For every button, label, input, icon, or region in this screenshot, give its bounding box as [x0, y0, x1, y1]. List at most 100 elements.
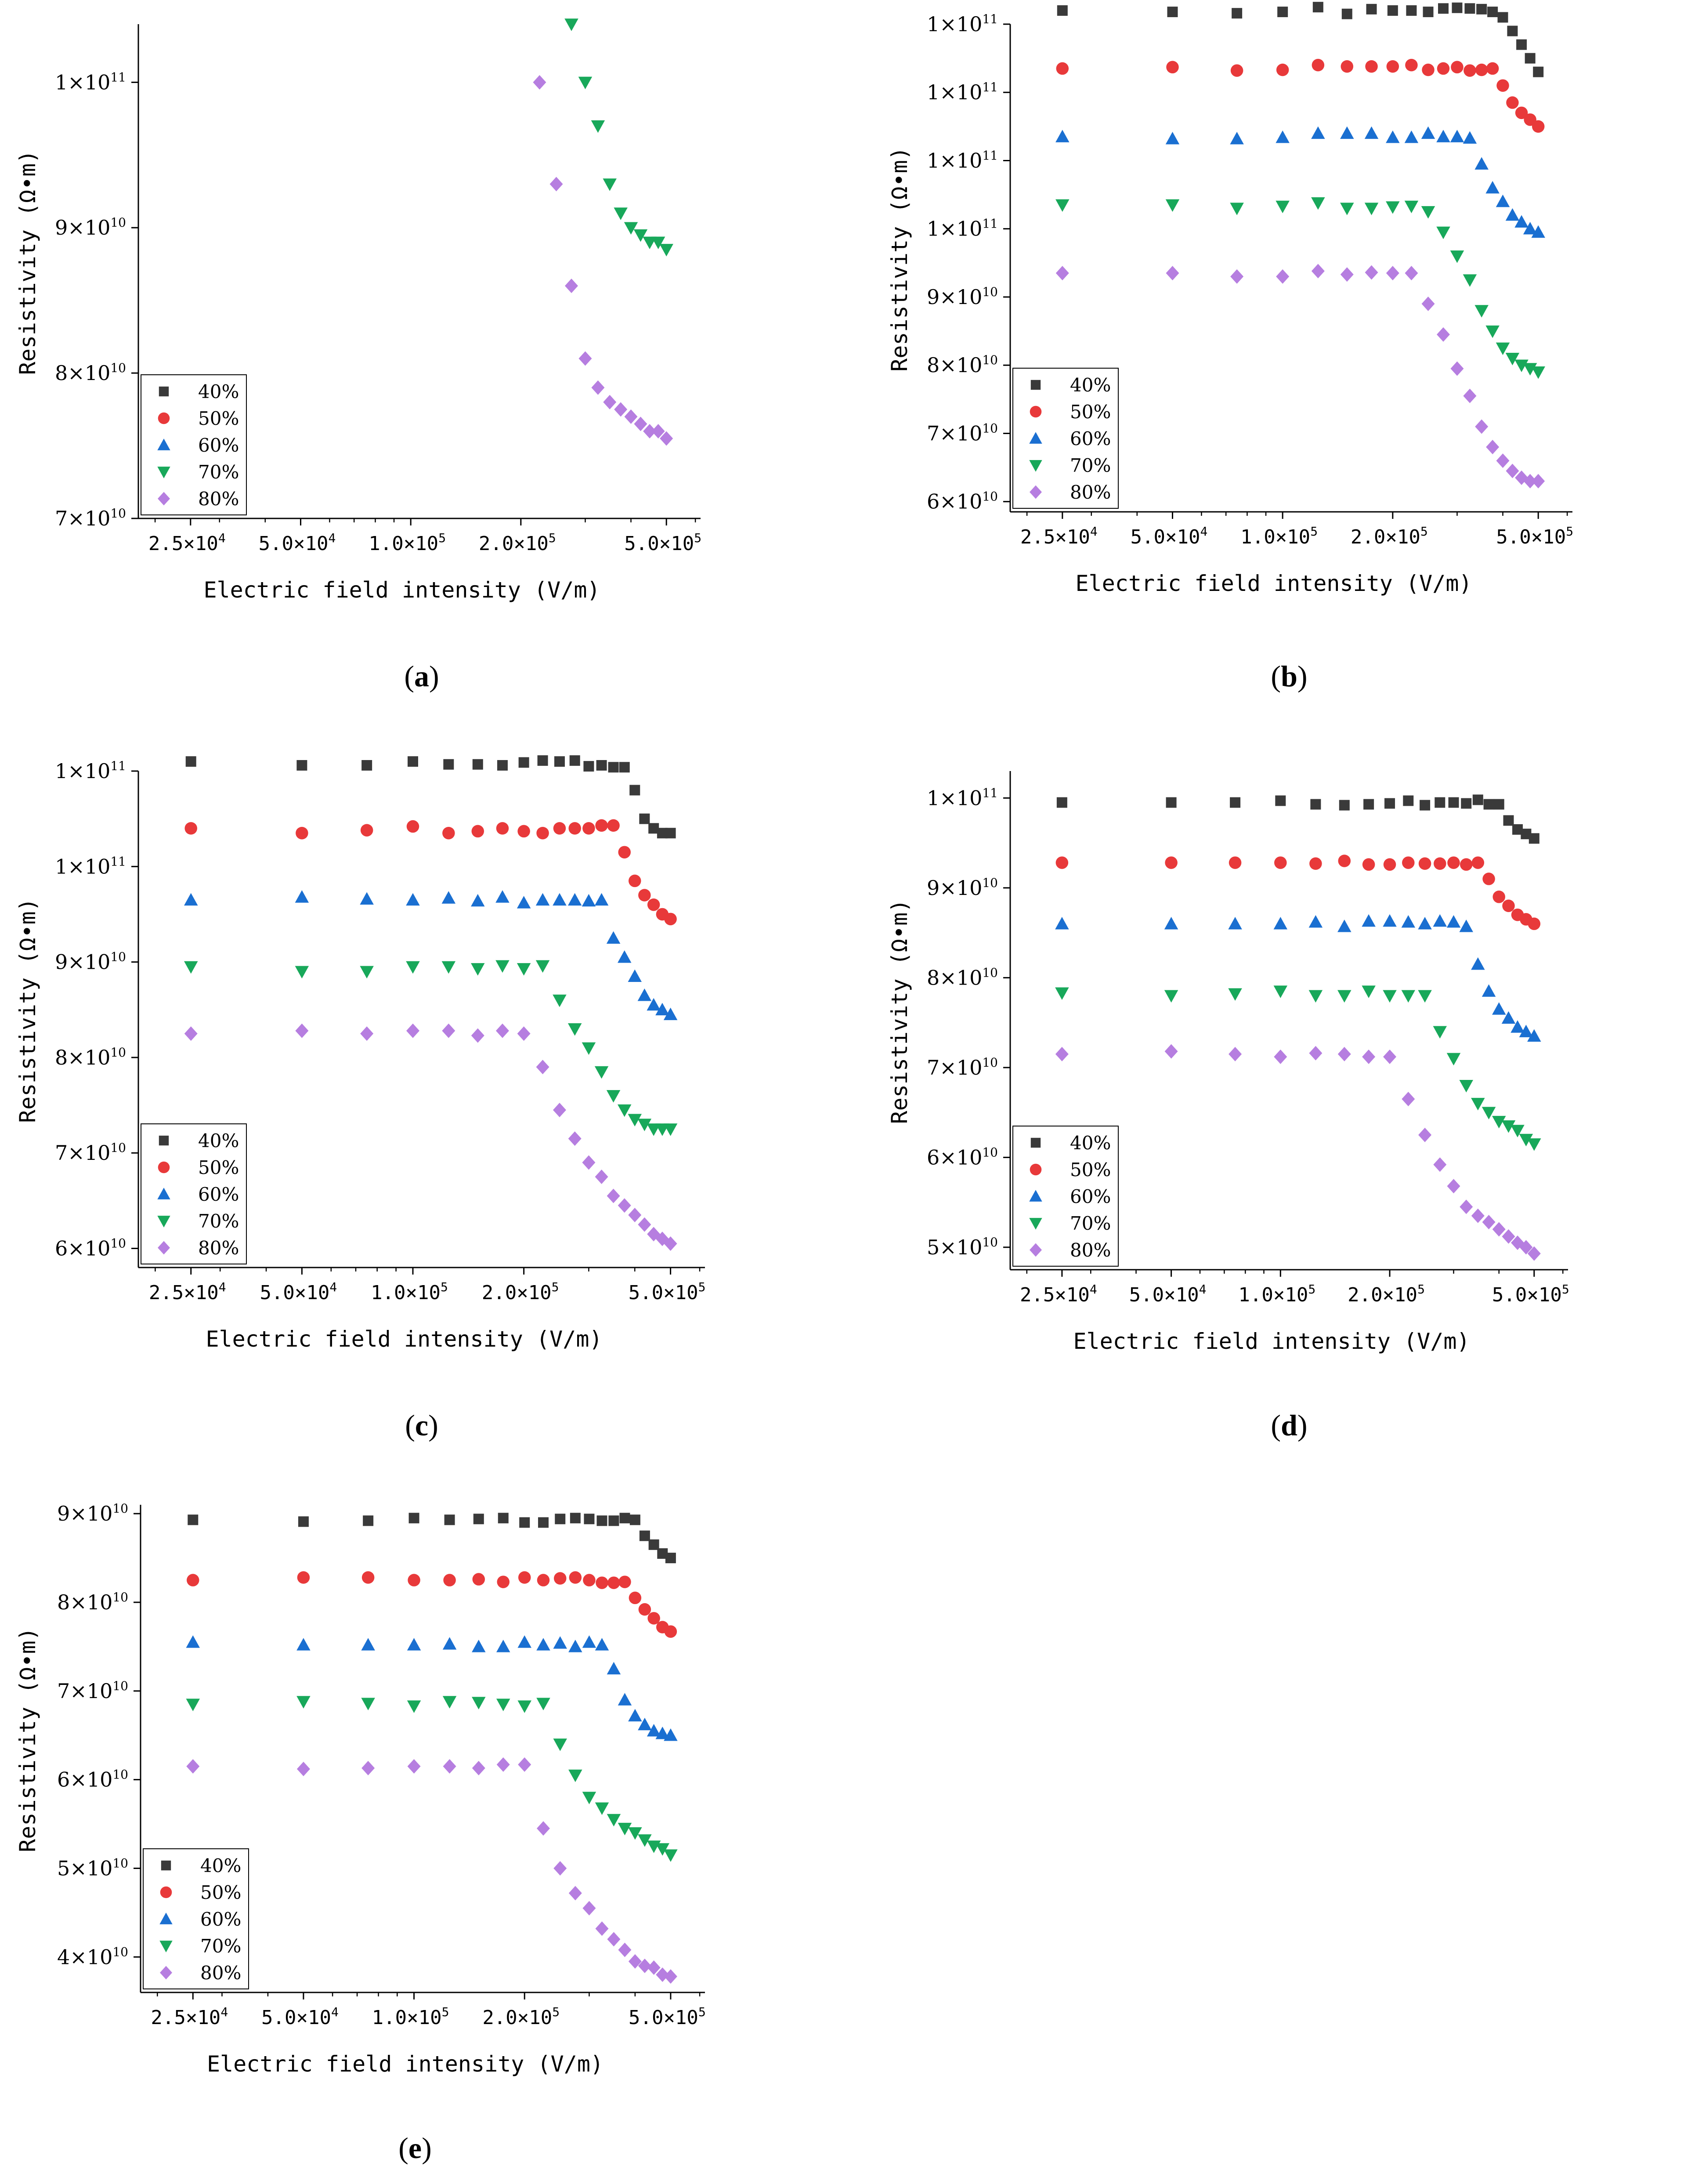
legend-label-50pct: 50%: [198, 1157, 239, 1178]
x-tick-label-e: 5.0×104: [261, 2005, 339, 2029]
legend-label-50pct: 50%: [1070, 401, 1111, 423]
legend-marker-80pct: [158, 1241, 170, 1255]
data-point-60pct: [582, 894, 596, 907]
data-point-40pct: [1406, 5, 1417, 16]
legend-label-70pct: 70%: [1070, 455, 1111, 476]
x-tick-label-d: 1.0×105: [1238, 1282, 1315, 1306]
data-point-50pct: [569, 1571, 582, 1584]
data-point-80pct: [647, 1227, 661, 1242]
legend-label-70pct: 70%: [1070, 1213, 1111, 1234]
data-point-60pct: [594, 893, 609, 906]
y-tick-label-d: 1×1011: [927, 786, 998, 810]
data-point-60pct: [1364, 126, 1379, 139]
data-point-70pct: [1055, 987, 1069, 1000]
legend-box-a: [141, 374, 247, 515]
y-tick-label-c: 8×1010: [55, 1045, 126, 1069]
data-point-70pct: [1228, 988, 1242, 1001]
data-point-80pct: [568, 1131, 582, 1146]
data-point-50pct: [583, 1574, 596, 1586]
x-tick-label-c: 2.5×104: [149, 1280, 226, 1304]
data-point-80pct: [564, 279, 578, 293]
legend-label-80pct: 80%: [198, 1237, 239, 1259]
data-point-80pct: [568, 1886, 582, 1901]
data-point-50pct: [629, 1591, 642, 1604]
data-point-70pct: [1459, 1080, 1473, 1093]
data-point-70pct: [1474, 305, 1489, 318]
data-point-60pct: [517, 1635, 531, 1648]
data-point-60pct: [1401, 915, 1416, 928]
data-point-40pct: [1230, 797, 1241, 808]
data-point-60pct: [1228, 916, 1242, 930]
data-point-60pct: [655, 1726, 670, 1739]
data-point-50pct: [1471, 856, 1485, 869]
y-axis-label-e: Resistivity (Ω•m): [15, 1627, 40, 1852]
legend-label-70pct: 70%: [198, 1210, 239, 1232]
data-point-40pct: [569, 755, 580, 766]
caption-a: (a): [404, 659, 439, 693]
data-point-50pct: [296, 827, 308, 840]
data-point-70pct: [1446, 1053, 1461, 1066]
data-point-40pct: [639, 813, 650, 824]
data-point-80pct: [1229, 1047, 1242, 1061]
data-point-80pct: [471, 1028, 484, 1043]
caption-e: (e): [398, 2131, 432, 2165]
data-point-80pct: [1496, 453, 1510, 468]
data-point-50pct: [568, 822, 581, 835]
data-point-70pct: [603, 178, 617, 191]
data-point-60pct: [1383, 914, 1397, 927]
data-point-60pct: [1386, 130, 1400, 143]
data-point-70pct: [517, 963, 531, 976]
data-point-50pct: [1506, 96, 1519, 109]
data-point-50pct: [1166, 61, 1179, 74]
data-point-40pct: [188, 1514, 199, 1525]
legend-box-c: [141, 1123, 247, 1264]
data-point-80pct: [1418, 1127, 1432, 1142]
data-point-40pct: [1448, 797, 1459, 808]
data-point-70pct: [1496, 342, 1510, 355]
data-point-80pct: [595, 1170, 608, 1184]
data-point-80pct: [406, 1023, 419, 1038]
data-point-60pct: [582, 1635, 596, 1648]
data-point-50pct: [638, 1603, 651, 1616]
scatter-chart-b: 6×1010 7×1010 8×1010 9×1010 1×1011 1×1011 1×10…: [887, 2, 1573, 596]
data-point-70pct: [1527, 1138, 1541, 1151]
data-point-80pct: [1463, 388, 1477, 403]
data-point-40pct: [555, 1514, 566, 1525]
data-point-70pct: [1337, 990, 1351, 1003]
data-point-50pct: [1386, 60, 1399, 73]
y-tick-label-e: 9×1010: [57, 1501, 128, 1525]
data-point-70pct: [496, 1699, 510, 1711]
data-point-40pct: [619, 1513, 630, 1524]
legend-box-b: [1012, 368, 1119, 509]
y-tick-label-c: 1×1011: [55, 854, 126, 878]
legend-label-60pct: 60%: [198, 1184, 239, 1205]
data-point-50pct: [297, 1571, 310, 1584]
data-point-70pct: [618, 1822, 632, 1836]
legend-label-50pct: 50%: [200, 1882, 241, 1903]
y-axis-label-d: Resistivity (Ω•m): [887, 899, 912, 1124]
data-point-60pct: [1230, 132, 1244, 145]
data-point-80pct: [1475, 419, 1489, 434]
data-point-40pct: [1366, 4, 1377, 14]
data-point-50pct: [1460, 858, 1473, 871]
y-axis-label-b: Resistivity (Ω•m): [887, 147, 912, 372]
data-point-60pct: [628, 969, 642, 982]
data-point-80pct: [664, 1236, 677, 1251]
data-point-80pct: [1386, 266, 1399, 281]
data-point-70pct: [617, 1104, 632, 1117]
data-point-40pct: [538, 1517, 549, 1528]
data-point-70pct: [628, 1114, 642, 1126]
y-axis-label-c: Resistivity (Ω•m): [15, 898, 40, 1123]
y-tick-label-a: 8×1010: [55, 361, 126, 385]
data-point-80pct: [607, 1188, 620, 1203]
data-point-70pct: [441, 961, 456, 974]
data-point-70pct: [1386, 201, 1400, 214]
data-point-80pct: [660, 431, 673, 446]
data-point-60pct: [535, 893, 550, 906]
x-tick-label-a: 2.5×104: [148, 531, 226, 555]
data-point-40pct: [1472, 794, 1483, 805]
data-point-50pct: [1402, 856, 1415, 869]
data-point-40pct: [1166, 797, 1177, 808]
data-point-60pct: [664, 1728, 678, 1741]
data-point-50pct: [1515, 106, 1528, 120]
